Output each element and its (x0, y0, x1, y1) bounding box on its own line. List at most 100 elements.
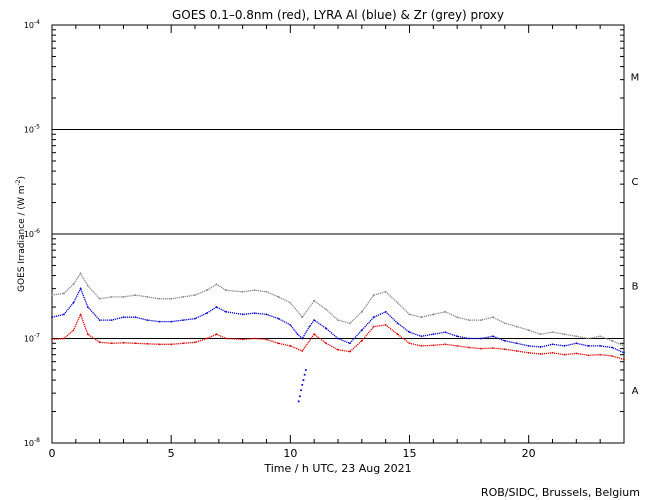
y-tick-exponent: -6 (34, 228, 40, 235)
series-2-point (480, 347, 482, 350)
series-1-point (265, 313, 268, 316)
series-2-point (289, 344, 292, 347)
series-1-point (420, 335, 423, 338)
series-2-point (194, 341, 196, 344)
series-2-point (611, 355, 613, 357)
y-tick-base: 10 (24, 126, 34, 135)
series-1-point (563, 344, 566, 347)
x-tick-label-10: 10 (283, 447, 297, 460)
y-tick-exponent: -5 (34, 124, 40, 131)
class-label-M: M (631, 73, 640, 84)
series-0-point (225, 289, 227, 292)
series-1-point (301, 337, 304, 340)
series-1-point (360, 329, 363, 332)
series-1-point (337, 337, 339, 340)
series-1-point (110, 319, 113, 321)
series-0-point (122, 296, 125, 298)
y-tick-base: 10 (24, 439, 34, 448)
series-2-point (337, 348, 339, 351)
series-2-point (158, 343, 161, 346)
series-2-point (206, 337, 208, 340)
series-2-point (170, 343, 173, 346)
series-2-point (72, 329, 75, 332)
series-1-point (63, 313, 65, 316)
series-0-point (215, 283, 218, 286)
y-axis-label-main: GOES Irradiance / (W m (17, 186, 27, 292)
series-0-point (182, 296, 184, 298)
series-0-point (206, 289, 208, 292)
series-1-point (372, 316, 375, 319)
y-tick-exponent: -8 (34, 437, 40, 444)
series-1-point (349, 342, 351, 345)
series-2-point (492, 347, 494, 349)
series-2-point (408, 342, 411, 345)
series-2-point (325, 342, 327, 345)
series-1-point (599, 344, 602, 347)
series-line-1 (52, 287, 624, 354)
series-0-point (480, 319, 482, 321)
series-1-point (539, 346, 542, 348)
series-1-point (456, 335, 459, 338)
series-0-point (384, 290, 387, 293)
series-0-point (98, 297, 101, 300)
series-1-point (72, 301, 75, 304)
dip-point (298, 395, 301, 398)
series-2-point (587, 354, 590, 357)
series-0-point (492, 316, 494, 319)
series-0-point (623, 344, 625, 347)
series-2-point (215, 333, 218, 336)
series-1-point (182, 319, 184, 321)
dip-point (302, 379, 305, 382)
series-1-point (503, 339, 506, 342)
series-2-point (265, 338, 268, 341)
series-1-point (170, 320, 173, 323)
series-2-point (575, 352, 578, 355)
series-1-point (277, 317, 280, 320)
series-2-point (360, 339, 363, 342)
series-1-point (551, 343, 554, 346)
series-1-point (134, 316, 137, 319)
series-2-point (539, 353, 542, 355)
series-1-point (384, 310, 387, 313)
series-0-point (170, 297, 173, 300)
series-1-point (122, 316, 125, 319)
series-2-point (456, 344, 459, 347)
y-tick-exponent: -7 (34, 333, 40, 340)
series-1-point (98, 319, 101, 321)
series-0-point (539, 333, 542, 336)
series-0-point (360, 310, 363, 313)
y-tick-exponent: -4 (34, 19, 40, 26)
series-1-point (444, 331, 447, 334)
x-tick-label-15: 15 (403, 447, 417, 460)
series-1-point (146, 319, 149, 321)
series-0-point (325, 308, 327, 311)
series-1-point (325, 327, 327, 330)
series-0-point (432, 313, 435, 316)
series-2-point (563, 353, 566, 356)
dip-point (300, 389, 303, 392)
series-2-point (313, 333, 316, 336)
series-1-point (241, 313, 244, 316)
series-2-point (241, 338, 244, 341)
series-0-point (408, 313, 411, 316)
series-1-point (253, 312, 256, 315)
series-1-point (313, 319, 316, 321)
y-axis-label-exponent: -2 (15, 179, 22, 185)
series-0-point (253, 289, 256, 292)
series-1-point (296, 333, 299, 336)
x-tick-label-0: 0 (49, 447, 56, 460)
series-2-point (86, 333, 89, 336)
series-0-point (110, 296, 113, 298)
series-0-point (289, 301, 292, 304)
series-2-point (51, 338, 53, 341)
y-axis-label: GOES Irradiance / (W m-2) (15, 176, 27, 292)
series-0-point (551, 331, 554, 334)
class-label-B: B (632, 282, 639, 293)
series-0-point (372, 294, 375, 297)
series-0-point (86, 284, 89, 287)
series-0-point (396, 301, 399, 304)
series-0-point (515, 325, 518, 328)
series-1-point (308, 325, 311, 328)
series-2-point (420, 344, 423, 347)
